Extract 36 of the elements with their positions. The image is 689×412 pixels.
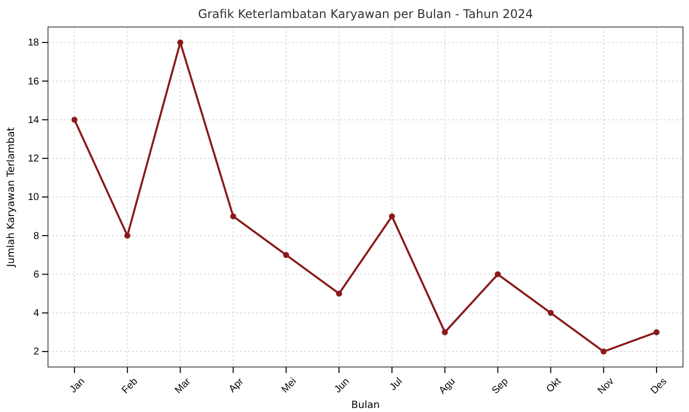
x-tick-label: Mar <box>173 376 194 396</box>
x-axis-title: Bulan <box>351 400 380 411</box>
x-tick-label: Nov <box>596 376 616 397</box>
y-tick-label: 6 <box>33 269 40 280</box>
point <box>548 310 554 316</box>
x-tick-label: Jun <box>332 376 352 396</box>
y-tick-label: 2 <box>33 346 40 358</box>
point <box>124 232 130 239</box>
x-tick-label: Jan <box>68 376 88 396</box>
x-tick-label: Okt <box>544 376 564 395</box>
x-tick-label: Feb <box>120 376 140 396</box>
y-tick-label: 8 <box>33 230 40 242</box>
y-tick-label: 16 <box>28 76 40 88</box>
x-tick-label: Des <box>648 376 670 397</box>
point <box>177 39 184 46</box>
x-tick-label: Agu <box>437 376 458 397</box>
point <box>442 329 448 336</box>
point <box>230 213 236 220</box>
y-tick-label: 10 <box>28 192 40 204</box>
y-tick-label: 18 <box>28 38 40 49</box>
x-tick-label: Apr <box>227 376 246 395</box>
chart-title: Grafik Keterlambatan Karyawan per Bulan - Tahun 2024 <box>198 7 534 21</box>
y-tick-label: 12 <box>28 154 40 165</box>
point <box>388 213 395 220</box>
y-tick-label: 4 <box>33 308 40 320</box>
point <box>283 252 290 258</box>
point <box>654 329 660 336</box>
x-tick-label: Jul <box>388 376 405 394</box>
y-axis-title: Jumlah Karyawan Terlambat <box>6 127 17 268</box>
point <box>71 116 78 123</box>
y-tick-label: 14 <box>28 114 40 126</box>
x-tick-label: Sep <box>490 376 511 397</box>
point <box>494 271 501 278</box>
x-tick-label: Mei <box>280 376 299 396</box>
point <box>336 290 342 297</box>
point <box>600 348 607 355</box>
